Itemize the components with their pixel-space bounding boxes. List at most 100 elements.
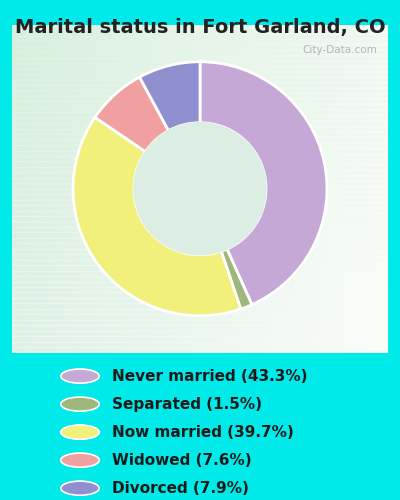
Bar [125,25,131,352]
Bar [12,244,388,249]
Bar [12,52,388,58]
Bar [212,25,219,352]
Bar [12,232,388,238]
Bar [12,276,388,281]
Bar [162,25,169,352]
Bar [12,25,18,352]
Bar [12,184,388,188]
Bar [319,25,325,352]
Bar [12,25,388,30]
Bar [12,118,388,123]
Bar [12,42,388,47]
Text: Marital status in Fort Garland, CO: Marital status in Fort Garland, CO [15,18,385,36]
Bar [12,102,388,107]
Bar [12,292,388,298]
Circle shape [61,397,99,411]
Circle shape [61,369,99,383]
Bar [275,25,282,352]
Bar [12,107,388,112]
Bar [244,25,250,352]
Bar [282,25,288,352]
Circle shape [134,122,266,255]
Bar [118,25,125,352]
Bar [12,156,388,162]
Bar [131,25,137,352]
Bar [156,25,162,352]
Bar [12,210,388,216]
Bar [12,74,388,80]
Bar [12,227,388,232]
Bar [12,162,388,167]
Text: Separated (1.5%): Separated (1.5%) [112,396,262,411]
Bar [50,25,56,352]
Bar [313,25,319,352]
Bar [12,134,388,140]
Bar [12,216,388,222]
Text: Divorced (7.9%): Divorced (7.9%) [112,480,249,496]
Bar [12,123,388,128]
Bar [24,25,31,352]
Bar [12,320,388,325]
Bar [219,25,225,352]
Bar [12,167,388,172]
Bar [12,178,388,184]
Bar [12,140,388,145]
Bar [94,25,100,352]
Bar [12,287,388,292]
Bar [269,25,275,352]
Bar [225,25,231,352]
Bar [12,222,388,227]
Bar [12,112,388,118]
Text: Never married (43.3%): Never married (43.3%) [112,368,308,384]
Bar [12,330,388,336]
Bar [332,25,338,352]
Bar [75,25,81,352]
Bar [12,254,388,260]
Bar [12,249,388,254]
Bar [87,25,94,352]
Bar [12,90,388,96]
Bar [12,189,388,194]
Bar [231,25,238,352]
Bar [206,25,212,352]
Wedge shape [221,249,252,309]
Bar [37,25,43,352]
Bar [12,314,388,320]
Bar [376,25,382,352]
Wedge shape [200,62,327,304]
Bar [169,25,175,352]
Bar [56,25,62,352]
Bar [18,25,24,352]
Bar [288,25,294,352]
Bar [31,25,37,352]
Bar [12,80,388,85]
Text: Widowed (7.6%): Widowed (7.6%) [112,452,252,468]
Bar [300,25,306,352]
Bar [188,25,194,352]
Circle shape [61,481,99,496]
Bar [137,25,144,352]
Wedge shape [140,62,200,130]
Wedge shape [73,118,241,316]
Bar [369,25,376,352]
Bar [200,25,206,352]
Bar [12,325,388,330]
Bar [112,25,118,352]
Bar [12,68,388,74]
Bar [294,25,300,352]
Bar [12,304,388,309]
Wedge shape [95,77,168,152]
Bar [12,260,388,265]
Bar [12,63,388,68]
Bar [43,25,50,352]
Bar [263,25,269,352]
Bar [12,282,388,287]
Bar [12,194,388,200]
Bar [12,58,388,63]
Bar [12,347,388,352]
Bar [250,25,256,352]
Bar [12,200,388,205]
Bar [12,85,388,90]
Bar [325,25,332,352]
Bar [194,25,200,352]
